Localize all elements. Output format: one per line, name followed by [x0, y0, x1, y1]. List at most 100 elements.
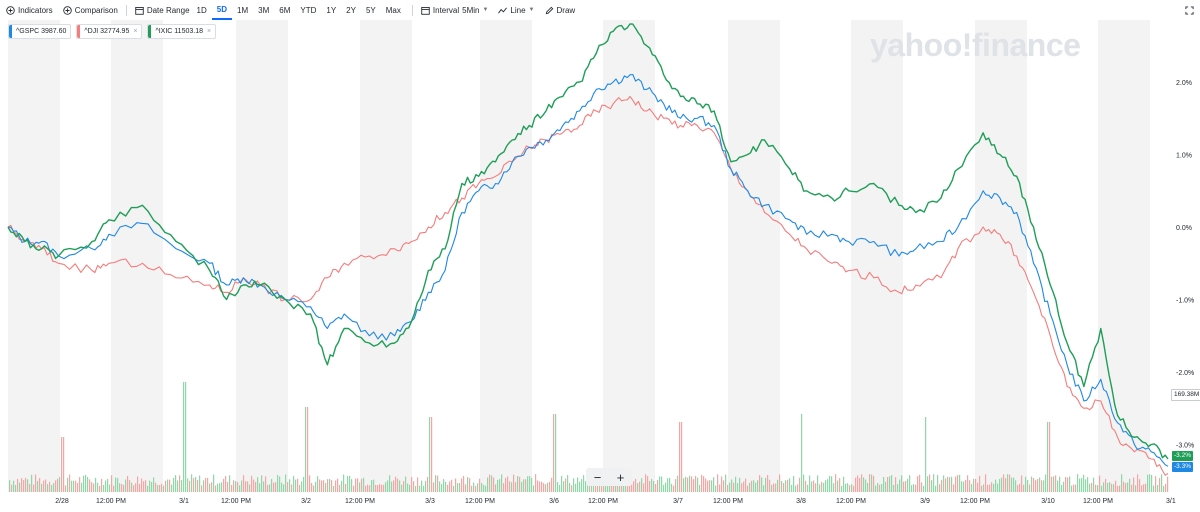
- interval-value: 5Min: [462, 5, 480, 15]
- close-icon[interactable]: ×: [206, 28, 212, 35]
- range-button-5y[interactable]: 5Y: [365, 5, 376, 15]
- date-range-button[interactable]: Date Range: [135, 0, 190, 20]
- volume-bar: [499, 479, 501, 492]
- volume-bar: [135, 483, 137, 492]
- series-line-ixic: [7, 23, 1169, 460]
- volume-bar: [1003, 474, 1005, 492]
- volume-bar: [557, 482, 559, 492]
- close-icon[interactable]: ×: [133, 28, 138, 35]
- volume-bar: [17, 478, 19, 492]
- volume-bar: [1115, 480, 1117, 492]
- volume-bar: [451, 479, 453, 492]
- interval-dropdown[interactable]: Interval 5Min ▼: [421, 0, 488, 20]
- volume-bar: [785, 480, 787, 492]
- volume-bar: [869, 474, 871, 492]
- volume-bar: [255, 481, 257, 492]
- zoom-controls: − +: [586, 468, 632, 486]
- range-button-1m[interactable]: 1M: [237, 5, 249, 15]
- volume-bar: [1101, 485, 1103, 492]
- volume-bar: [969, 480, 971, 492]
- volume-bar: [1121, 474, 1123, 492]
- zoom-out-button[interactable]: −: [593, 469, 602, 485]
- volume-bar: [1063, 481, 1065, 492]
- volume-bar: [9, 480, 11, 492]
- volume-bar: [243, 475, 245, 492]
- volume-bar: [355, 478, 357, 492]
- series-lines: [7, 23, 1169, 476]
- range-button-3m[interactable]: 3M: [258, 5, 270, 15]
- volume-bar: [621, 484, 623, 492]
- volume-bar: [457, 483, 459, 492]
- x-tick-label: 3/9: [920, 498, 930, 505]
- zoom-in-button[interactable]: +: [616, 469, 625, 485]
- volume-bar: [319, 479, 321, 492]
- volume-bar: [711, 480, 713, 492]
- volume-bar: [79, 477, 81, 492]
- volume-bar: [271, 478, 273, 492]
- volume-bar: [1077, 474, 1079, 492]
- volume-bar: [775, 483, 777, 492]
- y-tick-label: -1.0%: [1176, 298, 1194, 305]
- volume-bar: [819, 484, 821, 492]
- volume-bar: [577, 477, 579, 492]
- volume-bar: [307, 407, 309, 492]
- comparison-button[interactable]: Comparison: [62, 0, 118, 20]
- symbol-chip-dji[interactable]: ^DJI 32774.95 ×: [76, 24, 143, 39]
- fullscreen-button[interactable]: [1185, 0, 1194, 20]
- volume-bar: [1029, 484, 1031, 492]
- volume-bar: [749, 482, 751, 492]
- volume-bar: [145, 480, 147, 492]
- volume-bar: [1011, 477, 1013, 492]
- indicators-button[interactable]: Indicators: [6, 0, 53, 20]
- x-tick-label: 3/6: [549, 498, 559, 505]
- volume-bar: [427, 476, 429, 492]
- range-button-ytd[interactable]: YTD: [300, 5, 317, 15]
- volume-bar: [931, 480, 933, 492]
- volume-bar: [995, 479, 997, 492]
- range-button-max[interactable]: Max: [385, 5, 401, 15]
- volume-bar: [941, 479, 943, 492]
- volume-bar: [59, 476, 61, 492]
- volume-bar: [167, 479, 169, 492]
- volume-bar: [727, 484, 729, 492]
- chart-type-label: Line: [510, 5, 526, 15]
- volume-bar: [61, 437, 63, 492]
- x-tick-label: 12:00 PM: [221, 498, 251, 505]
- volume-bar: [1159, 478, 1161, 492]
- volume-bar: [1139, 479, 1141, 492]
- volume-bar: [1137, 474, 1139, 492]
- draw-button[interactable]: Draw: [545, 0, 575, 20]
- volume-bar: [551, 477, 553, 492]
- volume-bar: [417, 477, 419, 492]
- volume-bar: [1051, 476, 1053, 492]
- volume-bar: [453, 485, 455, 492]
- range-button-1d[interactable]: 1D: [196, 5, 207, 15]
- volume-bar: [121, 483, 123, 492]
- x-tick-label: 12:00 PM: [588, 498, 618, 505]
- range-button-5d[interactable]: 5D: [211, 0, 232, 20]
- volume-bar: [683, 478, 685, 492]
- volume-bar: [741, 483, 743, 492]
- volume-bar: [791, 484, 793, 492]
- volume-bar: [689, 475, 691, 492]
- volume-bar: [1167, 476, 1169, 492]
- volume-bar: [171, 484, 173, 492]
- range-button-2y[interactable]: 2Y: [346, 5, 356, 15]
- volume-bar: [215, 485, 217, 492]
- volume-bar: [797, 484, 799, 492]
- volume-bar: [333, 485, 335, 492]
- range-button-1y[interactable]: 1Y: [326, 5, 337, 15]
- volume-bar: [671, 483, 673, 492]
- volume-bar: [263, 481, 265, 492]
- volume-bar: [27, 479, 29, 492]
- volume-bar: [643, 483, 645, 492]
- symbol-chip-ixic[interactable]: ^IXIC 11503.18 ×: [147, 24, 217, 39]
- volume-bar: [547, 482, 549, 492]
- comparison-label: Comparison: [74, 5, 118, 15]
- symbol-chip-gspc[interactable]: ^GSPC 3987.60: [8, 24, 72, 39]
- range-button-6m[interactable]: 6M: [279, 5, 291, 15]
- volume-bar: [865, 479, 867, 492]
- volume-bar: [575, 483, 577, 492]
- chart-type-dropdown[interactable]: Line ▼: [498, 0, 535, 20]
